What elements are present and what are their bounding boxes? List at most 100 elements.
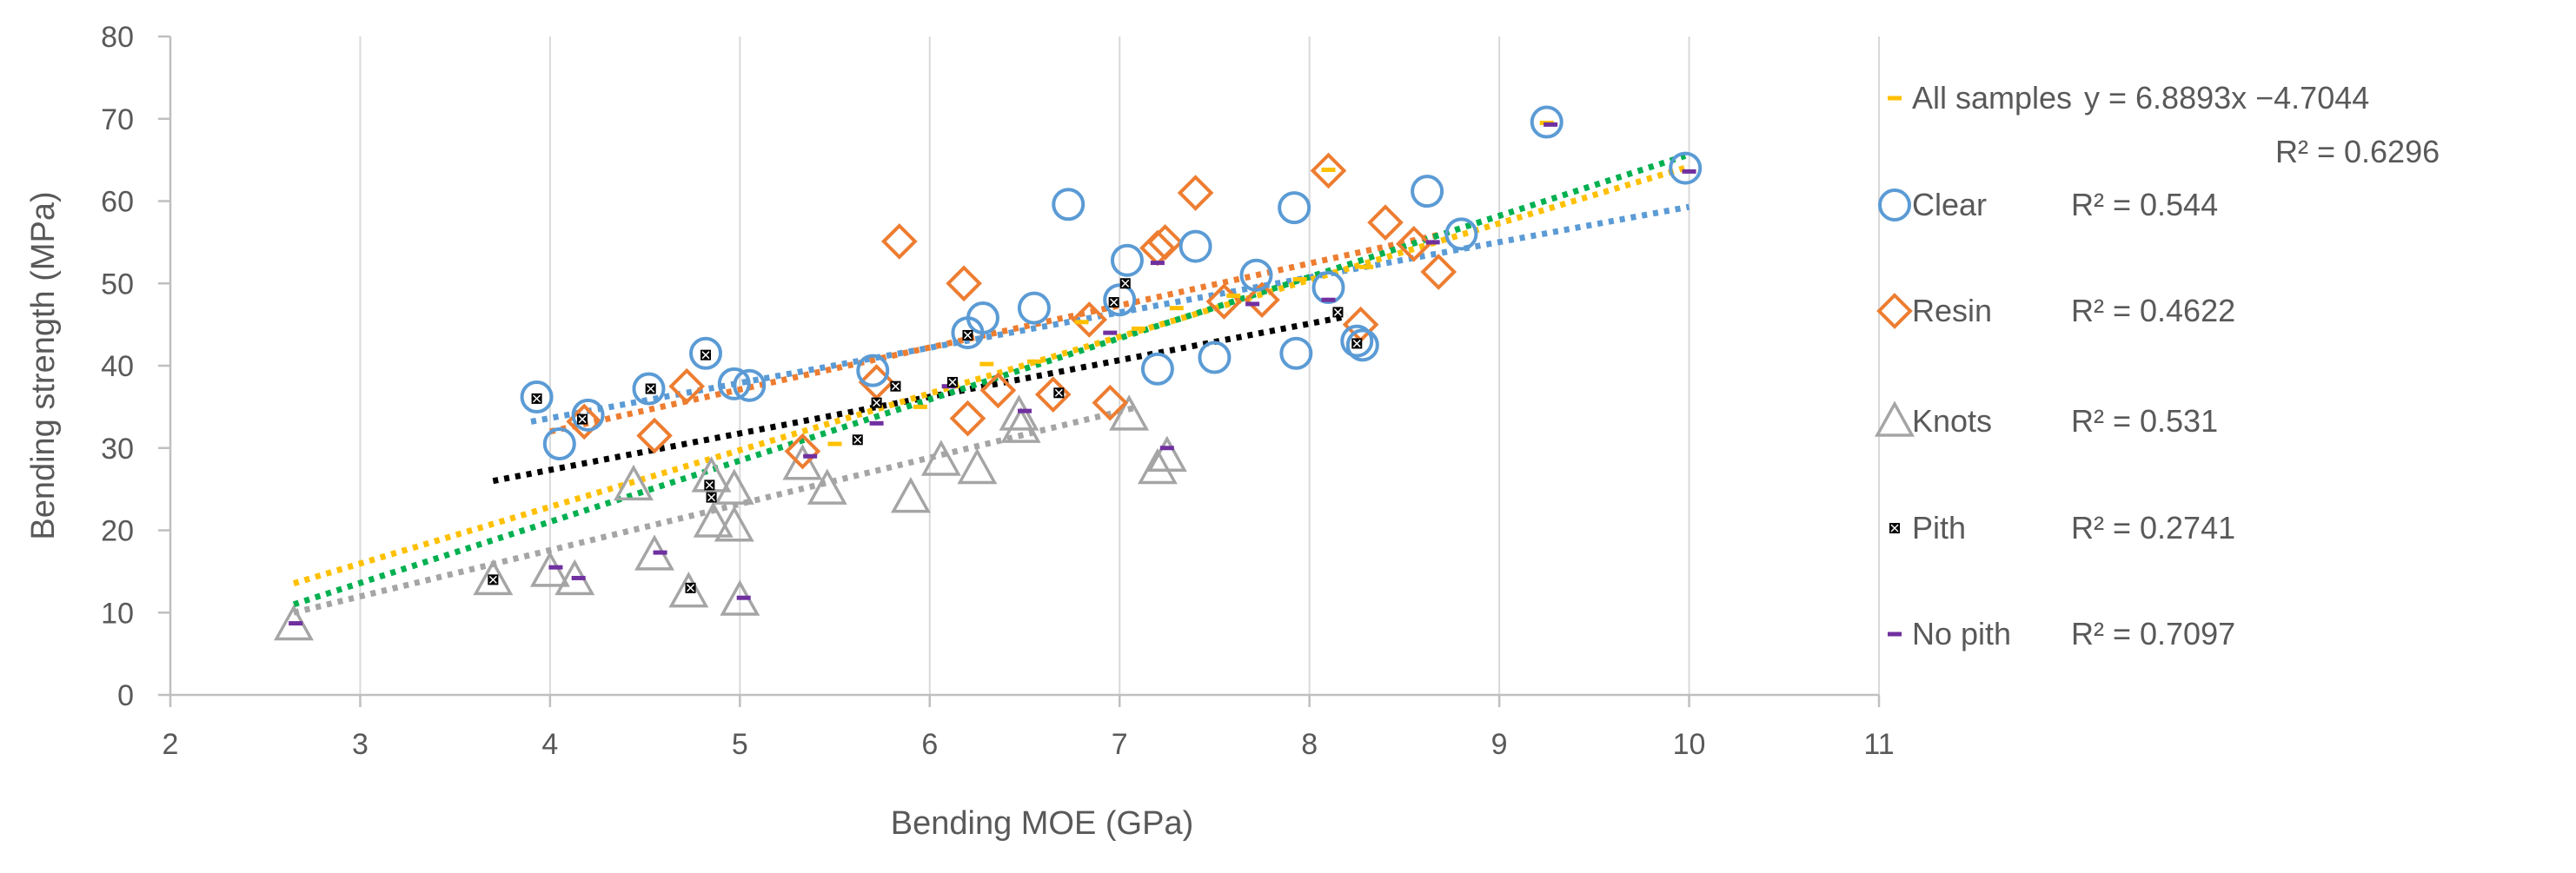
point-resin [1244,281,1280,319]
point-clear [1311,270,1345,304]
point-clear [856,354,890,387]
trendline-clear [530,203,1690,425]
point-clear [1017,291,1051,325]
point-knots [1146,435,1187,472]
point-knots [1137,447,1178,485]
point-pith [946,376,958,387]
point-no-pith [1682,169,1696,174]
point-no-pith [1159,446,1174,451]
trendline-pith [492,313,1349,485]
point-no-pith [548,565,563,570]
point-no-pith [1425,240,1440,245]
point-knots [999,394,1039,431]
point-knots [529,551,570,587]
point-resin [1310,152,1347,189]
y-tick-label: 0 [117,679,134,712]
point-no-pith [571,575,586,580]
x-tick-label: 11 [1863,728,1894,761]
point-resin [668,367,705,405]
point-clear [1345,328,1379,362]
point-clear [966,301,999,335]
point-clear [632,372,666,406]
legend-entry-no-pith: No pith R² = 0.7097 [1888,616,2235,651]
point-pith [871,397,882,408]
point-knots [807,468,847,505]
trendline-resin [549,230,1444,435]
point-clear [1103,283,1137,317]
point-pith [890,380,901,392]
x-tick-label: 5 [732,728,748,761]
point-all-samples [1359,264,1374,269]
data-points [274,105,1703,641]
point-no-pith [869,420,884,426]
x-tick-label: 6 [921,728,938,761]
legend-marker-clear [1878,188,1911,222]
point-resin [1395,225,1432,262]
legend-marker-knots [1875,400,1915,437]
point-all-samples [1321,167,1336,172]
point-all-samples [1169,306,1184,311]
y-tick-label: 70 [101,103,134,136]
x-tick-label: 10 [1673,728,1706,761]
legend: All samples y = 6.8893x −4.7044 R² = 0.629… [1875,80,2440,651]
legend-entry-knots: Knots R² = 0.531 [1875,400,2218,439]
x-tick-label: 8 [1301,728,1318,761]
point-resin [784,433,821,470]
x-tick-labels: 2 3 4 5 6 7 8 9 10 11 [163,728,1895,761]
point-knots [782,444,823,480]
point-knots [714,468,754,505]
point-pith [852,434,863,446]
y-tick-labels: 0 10 20 30 40 50 60 70 80 [101,21,134,712]
point-clear [733,368,767,402]
point-pith [1351,338,1363,349]
point-no-pith [1018,408,1032,413]
point-resin [1177,175,1214,211]
x-tick-label: 3 [352,728,368,761]
point-knots [1109,394,1150,431]
point-all-samples [913,404,927,409]
point-knots [614,464,654,501]
point-clear [1178,229,1212,263]
point-no-pith [1103,330,1118,335]
point-clear [1530,105,1564,139]
legend-marker-no-pith [1888,632,1902,637]
legend-entry-pith: Pith R² = 0.2741 [1889,510,2235,546]
legend-r2: R² = 0.544 [2071,187,2218,222]
point-clear [1411,175,1444,208]
axes [158,35,1881,707]
point-clear [1198,341,1232,374]
x-axis-title: Bending MOE (GPa) [891,805,1193,842]
x-tick-label: 7 [1112,728,1128,761]
legend-label: Clear [1912,187,1987,222]
point-knots [693,501,734,538]
point-all-samples [1132,326,1146,331]
point-clear [1279,336,1313,370]
y-axis-title: Bending strength (MPa) [25,191,62,539]
point-knots [957,447,998,485]
legend-label: All samples [1912,80,2072,116]
y-tick-label: 10 [101,597,134,630]
point-all-samples [1292,277,1307,282]
legend-entry-resin: Resin R² = 0.4622 [1876,293,2235,329]
point-pith [1332,307,1344,318]
point-resin [1367,204,1404,241]
point-pith [706,492,717,503]
point-clear [571,398,605,432]
legend-r2: R² = 0.6296 [2275,134,2440,169]
trendline-all-samples [292,164,1687,586]
point-pith [685,582,696,593]
trendline-no-pith [292,153,1687,608]
point-clear [717,367,751,400]
point-knots [714,506,754,542]
point-pith [962,329,973,341]
point-clear [1444,217,1478,251]
point-resin [636,417,673,454]
point-clear [542,427,576,461]
legend-label: Knots [1912,403,1992,439]
legend-marker-all-samples [1888,96,1902,101]
y-tick-label: 50 [101,268,134,301]
legend-entry-clear: Clear R² = 0.544 [1878,187,2218,222]
point-no-pith [1544,122,1558,127]
